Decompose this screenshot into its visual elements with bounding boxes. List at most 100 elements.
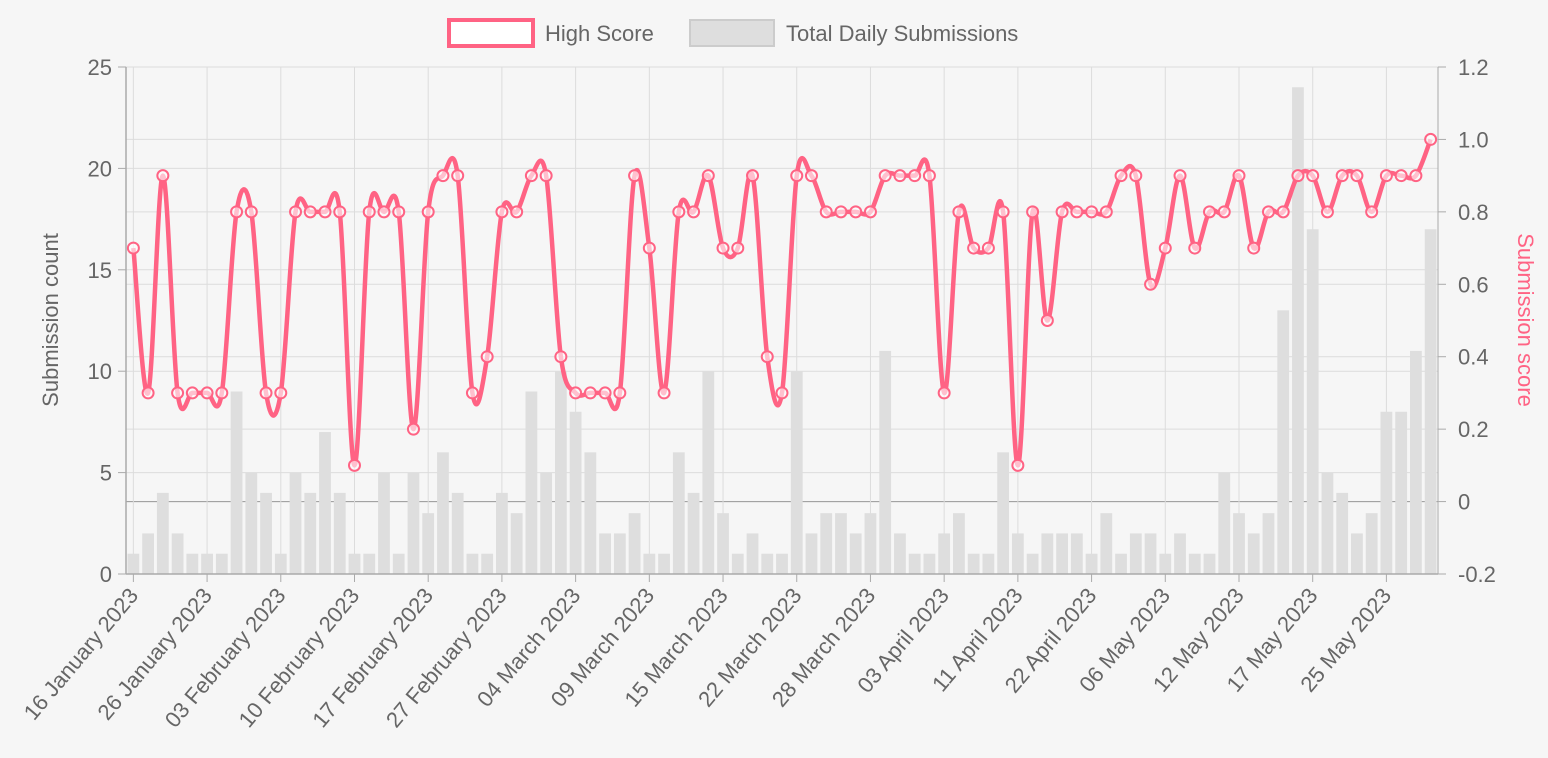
bar-total-daily-submissions-14 xyxy=(333,492,346,574)
point-high-score-68 xyxy=(1129,169,1143,183)
bar-total-daily-submissions-17 xyxy=(378,472,390,574)
point-high-score-27 xyxy=(524,169,538,183)
point-high-score-32 xyxy=(598,386,612,400)
bar-total-daily-submissions-23 xyxy=(466,553,479,574)
bar-total-daily-submissions-40 xyxy=(717,513,729,574)
bar-total-daily-submissions-50 xyxy=(864,513,877,574)
bar-total-daily-submissions-4 xyxy=(186,553,199,574)
legend-swatch-high-score[interactable] xyxy=(447,18,535,48)
point-high-score-79 xyxy=(1291,169,1305,183)
point-high-score-55 xyxy=(937,386,951,400)
point-high-score-64 xyxy=(1070,205,1084,219)
legend-label-total-daily-submissions[interactable]: Total Daily Submissions xyxy=(786,21,1018,46)
point-high-score-42 xyxy=(746,169,760,183)
bar-total-daily-submissions-52 xyxy=(894,533,906,574)
point-high-score-58 xyxy=(981,241,995,255)
point-high-score-44 xyxy=(775,386,789,400)
tick-label-right-0.4: 0.4 xyxy=(1458,345,1489,370)
bar-total-daily-submissions-71 xyxy=(1174,533,1186,574)
bar-total-daily-submissions-78 xyxy=(1277,310,1290,574)
bar-total-daily-submissions-84 xyxy=(1365,513,1378,574)
bar-total-daily-submissions-6 xyxy=(215,553,228,574)
bar-total-daily-submissions-66 xyxy=(1100,513,1113,574)
bar-total-daily-submissions-1 xyxy=(142,533,155,574)
bar-total-daily-submissions-7 xyxy=(230,391,243,574)
bar-total-daily-submissions-33 xyxy=(613,533,626,574)
bar-total-daily-submissions-62 xyxy=(1041,533,1054,574)
point-high-score-73 xyxy=(1203,205,1217,219)
point-high-score-6 xyxy=(215,386,229,400)
bar-total-daily-submissions-24 xyxy=(481,553,494,574)
bar-total-daily-submissions-75 xyxy=(1233,513,1245,574)
point-high-score-1 xyxy=(141,386,155,400)
bar-total-daily-submissions-61 xyxy=(1026,553,1039,574)
point-high-score-87 xyxy=(1409,169,1423,183)
bar-total-daily-submissions-46 xyxy=(805,533,818,574)
bar-total-daily-submissions-30 xyxy=(569,411,582,574)
point-high-score-71 xyxy=(1173,169,1187,183)
bar-total-daily-submissions-13 xyxy=(319,432,331,574)
point-high-score-33 xyxy=(613,386,627,400)
bar-total-daily-submissions-39 xyxy=(702,371,715,574)
bar-total-daily-submissions-86 xyxy=(1395,411,1408,574)
point-high-score-11 xyxy=(289,205,303,219)
point-high-score-76 xyxy=(1247,241,1261,255)
bar-total-daily-submissions-80 xyxy=(1306,229,1319,575)
point-high-score-4 xyxy=(185,386,199,400)
tick-label-right-0.8: 0.8 xyxy=(1458,200,1489,225)
bar-series-total-daily-submissions xyxy=(127,87,1437,575)
legend-label-high-score[interactable]: High Score xyxy=(545,21,654,46)
point-high-score-19 xyxy=(406,422,420,436)
point-high-score-39 xyxy=(701,169,715,183)
point-high-score-2 xyxy=(156,169,170,183)
point-high-score-80 xyxy=(1306,169,1320,183)
bar-total-daily-submissions-72 xyxy=(1188,553,1201,574)
tick-label-right-1.0: 1.0 xyxy=(1458,127,1489,152)
bar-total-daily-submissions-27 xyxy=(525,391,538,574)
point-high-score-10 xyxy=(274,386,288,400)
tick-label-left-15: 15 xyxy=(88,258,112,283)
bar-total-daily-submissions-47 xyxy=(820,513,833,574)
bar-total-daily-submissions-20 xyxy=(422,513,435,574)
point-high-score-16 xyxy=(362,205,376,219)
bar-total-daily-submissions-8 xyxy=(245,472,258,574)
point-high-score-65 xyxy=(1085,205,1099,219)
legend-swatch-total-daily-submissions[interactable] xyxy=(689,19,775,47)
bar-total-daily-submissions-42 xyxy=(746,533,759,574)
point-high-score-30 xyxy=(569,386,583,400)
point-high-score-17 xyxy=(377,205,391,219)
point-high-score-29 xyxy=(554,350,568,364)
tick-label-left-5: 5 xyxy=(100,461,112,486)
point-high-score-50 xyxy=(863,205,877,219)
bar-total-daily-submissions-76 xyxy=(1247,533,1260,574)
point-high-score-53 xyxy=(908,169,922,183)
point-high-score-45 xyxy=(790,169,804,183)
bar-total-daily-submissions-18 xyxy=(392,553,405,574)
point-high-score-15 xyxy=(347,458,361,472)
bar-total-daily-submissions-68 xyxy=(1129,533,1142,574)
point-high-score-3 xyxy=(171,386,185,400)
point-high-score-54 xyxy=(922,169,936,183)
bar-total-daily-submissions-87 xyxy=(1409,350,1422,574)
bar-total-daily-submissions-74 xyxy=(1218,472,1231,574)
point-high-score-9 xyxy=(259,386,273,400)
bar-total-daily-submissions-32 xyxy=(599,533,611,574)
bar-total-daily-submissions-3 xyxy=(171,533,184,574)
bar-total-daily-submissions-29 xyxy=(554,371,567,574)
bar-total-daily-submissions-38 xyxy=(687,492,700,574)
point-high-score-14 xyxy=(333,205,347,219)
point-high-score-41 xyxy=(731,241,745,255)
bar-total-daily-submissions-11 xyxy=(289,472,302,574)
point-high-score-52 xyxy=(893,169,907,183)
point-high-score-81 xyxy=(1320,205,1334,219)
bar-total-daily-submissions-15 xyxy=(348,553,361,574)
bar-total-daily-submissions-26 xyxy=(510,513,523,574)
bar-total-daily-submissions-69 xyxy=(1144,533,1157,574)
bar-total-daily-submissions-56 xyxy=(953,513,965,574)
point-high-score-70 xyxy=(1158,241,1172,255)
bar-total-daily-submissions-9 xyxy=(260,492,272,574)
point-high-score-8 xyxy=(244,205,258,219)
bar-total-daily-submissions-36 xyxy=(658,553,670,574)
